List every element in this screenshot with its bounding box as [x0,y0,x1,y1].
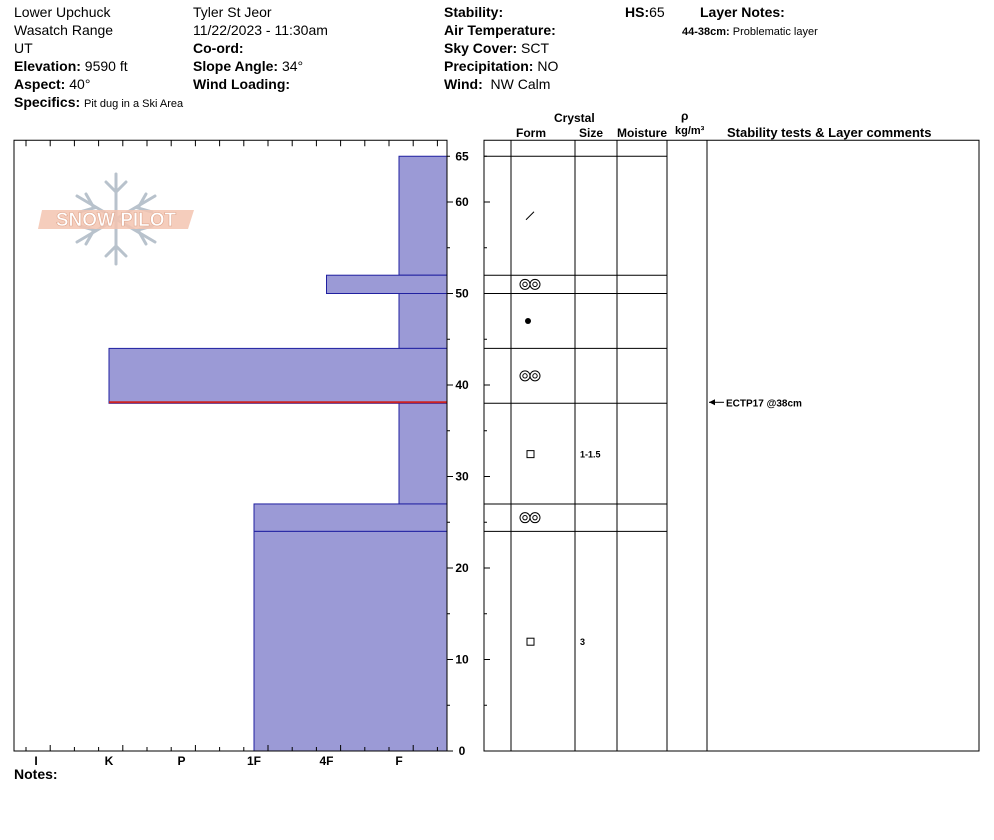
hardness-label: 4F [319,754,333,768]
precip-value: NO [537,58,559,74]
sky-cover-value: SCT [521,40,550,56]
state-name: UT [14,40,33,56]
aspect-value: 40° [69,76,91,92]
aspect-label: Aspect: [14,76,66,92]
moisture-header: Moisture [617,126,668,140]
crystal-form-glyph [519,370,531,382]
air-temp-label: Air Temperature: [444,22,556,38]
form-header: Form [516,126,546,140]
rho-header: ρ [681,109,689,123]
elevation-label: Elevation: [14,58,81,74]
observation-datetime: 11/22/2023 - 11:30am [193,22,328,38]
depth-tick-label: 20 [455,561,469,575]
elevation-value: 9590 ft [84,58,128,74]
crystal-form-glyph [522,514,528,521]
location-name: Lower Upchuck [14,4,111,20]
crystal-form-glyph [532,514,538,521]
slope-label: Slope Angle: [193,58,279,74]
crystal-form-glyph [532,373,538,379]
sky-cover-label: Sky Cover: [444,40,518,56]
crystal-form-glyph [529,512,541,524]
precip-label: Precipitation: [444,58,534,74]
wind-row: Wind: NW Calm [444,76,550,92]
hs-value: 65 [649,4,665,20]
layer-note: 44-38cm: Problematic layer [682,24,818,40]
stability-tests-header: Stability tests & Layer comments [727,125,932,140]
hardness-label: F [395,754,402,768]
density-header: kg/m³ [675,125,705,137]
depth-tick-label: 60 [455,195,469,209]
slope-row: Slope Angle: 34° [193,58,303,74]
wind-value: NW Calm [490,76,551,92]
hardness-layer [326,274,448,295]
layer-table-frame [483,139,980,752]
crystal-size: 1-1.5 [580,450,601,460]
precip-row: Precipitation: NO [444,58,558,74]
elevation-row: Elevation: 9590 ft [14,58,128,74]
crystal-form-glyph [525,211,535,221]
depth-tick-label: 50 [455,287,469,301]
specifics-row: Specifics: Pit dug in a Ski Area [14,94,183,112]
depth-tick-label: 30 [455,470,469,484]
profile-frame [13,139,448,752]
sky-cover-row: Sky Cover: SCT [444,40,549,56]
hardness-layer [398,402,448,505]
specifics-label: Specifics: [14,94,81,110]
specifics-value: Pit dug in a Ski Area [84,98,184,110]
hardness-layer [253,503,448,532]
crystal-form-glyph [529,370,541,382]
stability-test-label: ECTP17 @38cm [726,398,802,409]
hardness-layer [253,530,448,752]
observer-name: Tyler St Jeor [193,4,272,20]
layer-note-text: Problematic layer [732,26,818,38]
hardness-label: P [177,754,185,768]
crystal-size: 3 [580,637,585,647]
depth-tick-label: 40 [455,378,469,392]
hardness-label: K [105,754,114,768]
depth-tick-label: 65 [455,149,469,163]
logo-text: SNOW PILOT [56,210,177,231]
coord-label: Co-ord: [193,40,244,56]
layer-notes-label: Layer Notes: [700,4,785,20]
crystal-form-glyph [519,512,531,524]
depth-tick-label: 0 [459,744,466,758]
hardness-label: I [34,754,37,768]
crystal-form-glyph [532,281,538,288]
slope-value: 34° [281,58,304,74]
notes-label: Notes: [14,766,58,782]
crystal-header: Crystal [554,111,595,125]
wind-label: Wind: [444,76,483,92]
crystal-form-glyph [526,450,535,459]
aspect-row: Aspect: 40° [14,76,90,92]
stability-label: Stability: [444,4,504,20]
hardness-layer [108,347,448,404]
depth-tick-label: 10 [455,653,469,667]
crystal-form-glyph [525,317,531,324]
snowpilot-logo: SNOW PILOT [38,172,194,266]
crystal-form-glyph [529,278,541,290]
range-name: Wasatch Range [14,22,114,38]
stability-test-arrowhead [709,399,715,406]
crystal-form-glyph [522,281,528,288]
hardness-layer [398,155,448,276]
size-header: Size [579,126,604,140]
crystal-form-glyph [526,637,535,646]
hardness-label: 1F [247,754,261,768]
crystal-form-glyph [522,373,528,379]
crystal-form-glyph [519,278,531,290]
hs-row: HS:65 [625,4,665,20]
wind-loading-label: Wind Loading: [193,76,291,92]
layer-note-range: 44-38cm: [682,26,730,38]
hs-label: HS: [625,4,650,20]
hardness-layer [398,293,448,349]
